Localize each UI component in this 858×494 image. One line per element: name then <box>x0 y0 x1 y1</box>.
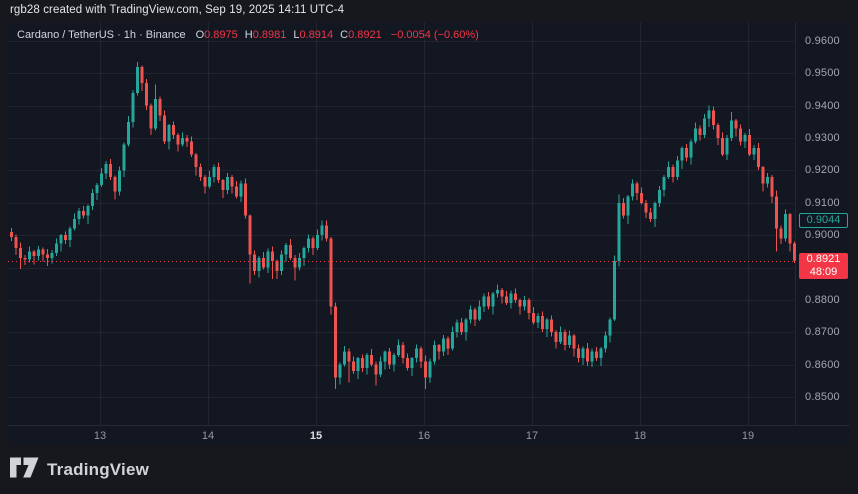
time-axis[interactable]: 13 14 15 16 17 18 19 <box>8 425 794 445</box>
top-bar: rgb28 created with TradingView.com, Sep … <box>0 0 858 22</box>
tradingview-logo-link[interactable]: TradingView <box>10 457 149 483</box>
time-tick-label: 16 <box>417 430 431 442</box>
attribution-text: rgb28 created with TradingView.com, Sep … <box>10 4 345 16</box>
bottom-bar: TradingView <box>0 445 858 494</box>
legend-change: −0.0054 (−0.60%) <box>390 29 479 41</box>
tradingview-logo-icon <box>10 457 39 483</box>
time-tick-label: 18 <box>633 430 647 442</box>
legend-h-value: H0.8981 <box>244 29 287 41</box>
bar-countdown: 48:09 <box>809 266 838 278</box>
last-price-badge: 0.8921 48:09 <box>799 253 848 279</box>
legend-o-value: O0.8975 <box>195 29 238 41</box>
marked-price-badge: 0.9044 <box>799 213 848 228</box>
marked-price-value: 0.9044 <box>806 214 841 226</box>
candlestick-chart-canvas[interactable] <box>8 22 850 445</box>
legend-l-value: L0.8914 <box>293 29 334 41</box>
chart-legend: Cardano / TetherUS · 1h · Binance O0.897… <box>17 28 479 42</box>
chart-widget[interactable]: Cardano / TetherUS · 1h · Binance O0.897… <box>8 22 850 445</box>
time-tick-label: 15 <box>309 430 323 442</box>
last-price-value: 0.8921 <box>806 253 841 265</box>
legend-c-value: C0.8921 <box>340 29 382 41</box>
tradingview-brand-text: TradingView <box>47 460 150 479</box>
time-tick-label: 17 <box>525 430 539 442</box>
legend-ohlc-values: O0.8975 H0.8981 L0.8914 C0.8921 <box>196 29 389 41</box>
time-tick-label: 13 <box>93 430 107 442</box>
time-tick-label: 14 <box>201 430 215 442</box>
symbol-title: Cardano / TetherUS · 1h · Binance <box>17 29 186 41</box>
time-tick-label: 19 <box>741 430 755 442</box>
